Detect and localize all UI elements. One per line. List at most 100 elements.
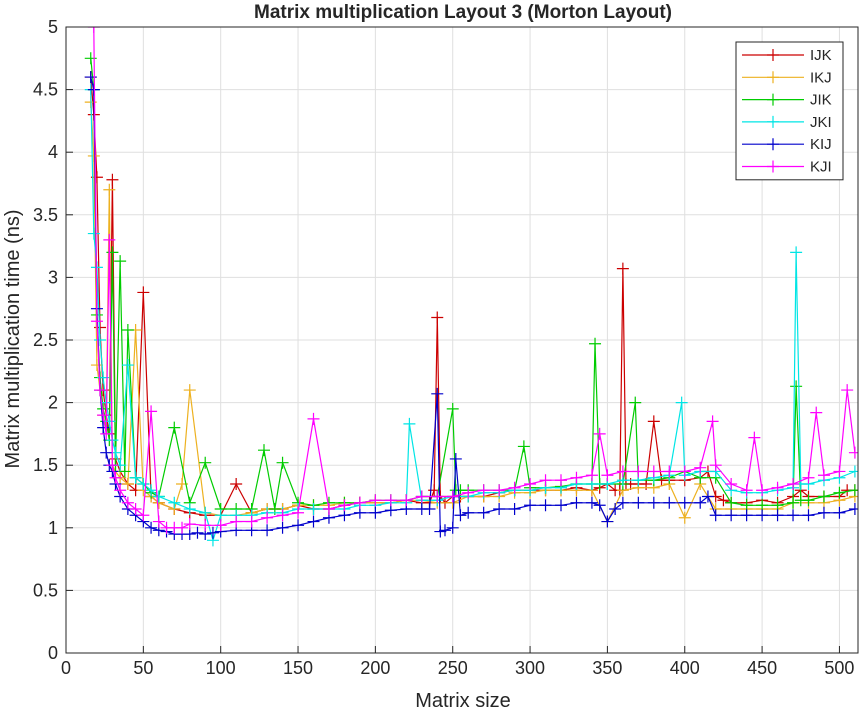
- data-point: [384, 504, 397, 517]
- data-point: [539, 499, 552, 512]
- data-point: [570, 496, 583, 509]
- data-point: [121, 496, 134, 509]
- data-point: [118, 465, 131, 478]
- data-point: [787, 509, 800, 522]
- legend-label: JIK: [810, 92, 832, 109]
- data-point: [725, 509, 738, 522]
- data-point: [230, 477, 243, 490]
- data-point: [678, 465, 691, 478]
- data-point: [183, 384, 196, 397]
- x-axis-label: Matrix size: [415, 690, 511, 709]
- legend-item-jki: JKI: [742, 114, 832, 131]
- data-point: [446, 402, 459, 415]
- y-tick-label: 0.5: [33, 580, 58, 600]
- data-point: [176, 521, 189, 534]
- data-point: [97, 409, 110, 422]
- data-point: [524, 499, 537, 512]
- y-tick-label: 3: [48, 267, 58, 287]
- data-point: [647, 465, 660, 478]
- data-point: [706, 415, 719, 428]
- data-point: [694, 496, 707, 509]
- data-point: [145, 521, 158, 534]
- data-point: [106, 173, 119, 186]
- data-point: [756, 509, 769, 522]
- data-point: [802, 509, 815, 522]
- data-point: [524, 477, 537, 490]
- legend-marker: [767, 115, 779, 128]
- legend: IJK IKJ JIK JKI KIJ KJI: [735, 41, 844, 181]
- data-point: [771, 481, 784, 494]
- data-point: [145, 484, 158, 497]
- data-point: [168, 496, 181, 509]
- data-point: [137, 477, 150, 490]
- data-point: [493, 503, 506, 516]
- data-point: [87, 27, 100, 33]
- data-point: [94, 384, 107, 397]
- data-point: [790, 380, 803, 393]
- data-point: [206, 526, 219, 539]
- data-point: [214, 519, 227, 532]
- legend-item-jik: JIK: [742, 92, 832, 109]
- legend-item-kij: KIJ: [742, 136, 832, 153]
- legend-marker: [767, 138, 779, 151]
- legend-label: JKI: [810, 114, 832, 131]
- data-point: [183, 518, 196, 531]
- legend-marker: [767, 49, 779, 61]
- legend-label: KIJ: [810, 136, 832, 153]
- data-point: [415, 490, 428, 503]
- data-point: [725, 477, 738, 490]
- data-point: [593, 427, 606, 440]
- data-point: [570, 471, 583, 484]
- x-tick-label: 350: [592, 658, 622, 678]
- data-point: [114, 255, 127, 268]
- data-point: [629, 396, 642, 409]
- data-point: [817, 506, 830, 519]
- data-point: [477, 484, 490, 497]
- data-point: [94, 334, 107, 346]
- data-point: [431, 490, 444, 503]
- y-tick-label: 1.5: [33, 455, 58, 475]
- data-point: [601, 469, 614, 482]
- data-point: [87, 149, 100, 162]
- data-point: [787, 477, 800, 490]
- data-point: [199, 506, 212, 519]
- data-point: [168, 421, 181, 434]
- data-point: [810, 406, 823, 419]
- data-point: [103, 183, 116, 196]
- data-point: [601, 515, 614, 528]
- data-point: [431, 387, 444, 400]
- data-point: [555, 499, 567, 512]
- legend-marker: [767, 160, 779, 173]
- x-tick-label: 400: [670, 658, 700, 678]
- data-point: [431, 311, 444, 324]
- data-point: [678, 496, 691, 509]
- data-point: [446, 490, 459, 503]
- data-point: [539, 474, 552, 487]
- data-point: [446, 521, 459, 534]
- data-point: [717, 494, 730, 507]
- data-point: [663, 465, 676, 478]
- series-kji: [87, 27, 858, 534]
- x-tick-label: 500: [824, 658, 854, 678]
- x-tick-label: 100: [206, 658, 236, 678]
- data-point: [748, 431, 761, 444]
- data-point: [678, 511, 691, 524]
- data-point: [616, 496, 629, 509]
- y-tick-label: 4: [48, 142, 58, 162]
- y-axis-label: Matrix multiplication time (ns): [2, 210, 24, 469]
- data-point: [384, 494, 397, 507]
- data-point: [675, 396, 688, 409]
- series-group: [84, 27, 858, 547]
- data-point: [106, 459, 119, 472]
- data-point: [585, 469, 598, 482]
- data-point: [771, 509, 784, 522]
- data-point: [307, 412, 320, 425]
- data-point: [817, 490, 830, 503]
- data-point: [276, 456, 289, 469]
- data-point: [183, 503, 196, 516]
- data-point: [121, 359, 134, 372]
- data-point: [833, 465, 846, 478]
- data-point: [477, 506, 490, 519]
- data-point: [593, 499, 606, 512]
- y-tick-label: 5: [48, 17, 58, 37]
